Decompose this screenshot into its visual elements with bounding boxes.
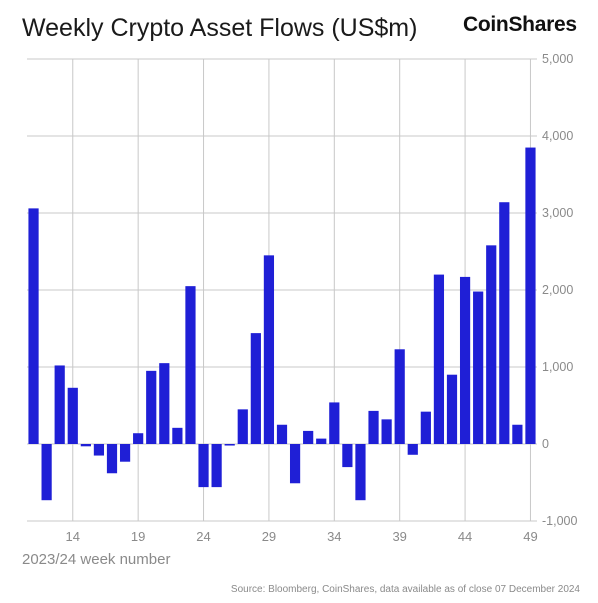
x-tick-label: 24: [196, 529, 210, 544]
bar: [28, 208, 39, 444]
bar: [394, 349, 405, 444]
x-axis-ticks: 14 19 24 29 34 39 44 49: [66, 529, 538, 544]
bar: [263, 255, 275, 444]
bar: [119, 444, 131, 462]
bar: [276, 424, 288, 444]
y-tick-label: 4,000: [542, 129, 573, 143]
bar: [54, 365, 65, 444]
x-tick-label: 34: [327, 529, 341, 544]
bar: [211, 444, 222, 488]
x-tick-label: 14: [66, 529, 80, 544]
bar: [237, 409, 248, 444]
bar: [67, 387, 78, 444]
bar: [355, 444, 366, 501]
x-axis-title: 2023/24 week number: [22, 551, 170, 568]
bar: [446, 374, 458, 444]
bar: [146, 370, 157, 444]
y-tick-label: -1,000: [542, 514, 577, 528]
source-note: Source: Bloomberg, CoinShares, data avai…: [230, 584, 580, 595]
bar: [486, 245, 497, 444]
x-tick-label: 39: [392, 529, 406, 544]
bar: [329, 402, 340, 444]
bar: [473, 291, 484, 444]
coinshares-logo: CoinShares: [463, 13, 577, 36]
bar: [133, 433, 144, 444]
y-tick-label: 0: [542, 437, 549, 451]
bar: [93, 444, 105, 456]
bar: [420, 411, 431, 444]
y-axis-ticks: 5,000 4,000 3,000 2,000 1,000 0 -1,000: [542, 52, 577, 528]
bar: [525, 147, 536, 445]
bar: [289, 444, 301, 484]
bars: [28, 147, 536, 501]
bar: [381, 419, 392, 444]
x-tick-label: 49: [523, 529, 537, 544]
x-tick-label: 19: [131, 529, 145, 544]
bar: [198, 444, 209, 488]
bar: [316, 438, 327, 444]
bar: [106, 444, 118, 474]
bar: [41, 444, 52, 501]
y-tick-label: 2,000: [542, 283, 573, 297]
x-tick-label: 44: [458, 529, 472, 544]
y-tick-label: 3,000: [542, 206, 573, 220]
bar: [407, 444, 418, 455]
bar: [303, 430, 314, 444]
bar: [368, 410, 379, 444]
y-tick-label: 1,000: [542, 360, 573, 374]
bar: [499, 202, 510, 444]
bar: [512, 424, 523, 444]
bar: [224, 444, 235, 446]
bar: [185, 286, 196, 444]
bar: [80, 444, 91, 447]
bar-chart: 5,000 4,000 3,000 2,000 1,000 0 -1,000 14 19 24 2…: [22, 52, 577, 568]
bar: [459, 276, 471, 444]
y-tick-label: 5,000: [542, 52, 573, 66]
bar: [250, 333, 261, 444]
bar: [342, 444, 353, 468]
bar: [433, 274, 445, 444]
chart-title: Weekly Crypto Asset Flows (US$m): [22, 14, 418, 42]
x-tick-label: 29: [262, 529, 276, 544]
bar: [172, 427, 183, 444]
bar: [159, 363, 170, 444]
